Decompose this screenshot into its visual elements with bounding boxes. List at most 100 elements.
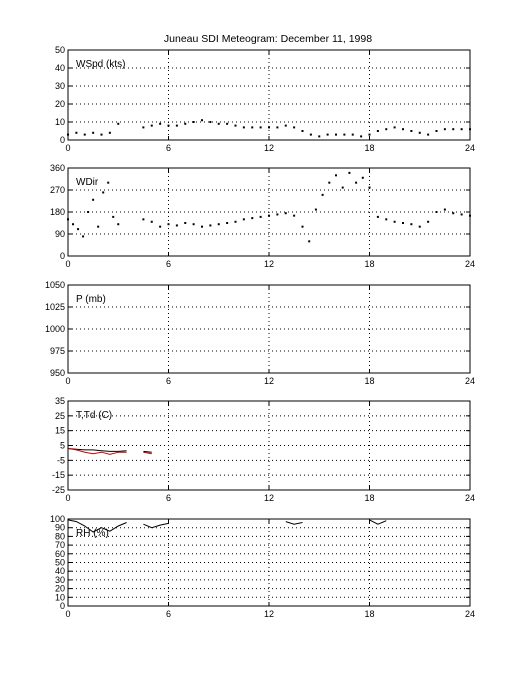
rh-ytick-label: 80 [55, 531, 65, 541]
wspd-data-point [326, 133, 329, 136]
wspd-data-point [368, 133, 371, 136]
wdir-data-point [102, 191, 105, 194]
wspd-data-point [427, 133, 430, 136]
rh-xtick-label: 12 [264, 609, 274, 619]
wdir-series-1 [67, 171, 471, 243]
wdir-data-point [435, 211, 438, 213]
wspd-data-point [443, 128, 446, 131]
wdir-data-point [159, 225, 162, 228]
wdir-data-point [361, 176, 364, 179]
chart-title: Juneau SDI Meteogram: December 11, 1998 [164, 33, 372, 45]
wdir-data-point [72, 223, 75, 226]
wspd-ytick-label: 30 [55, 81, 65, 91]
wdir-data-point [301, 225, 304, 228]
rh-xtick-label: 6 [166, 609, 171, 619]
wspd-xtick-label: 0 [65, 143, 70, 153]
wdir-data-point [427, 220, 430, 223]
wdir-data-point [314, 208, 317, 211]
wdir-data-point [293, 214, 296, 217]
pressure-panel-label: P (mb) [76, 294, 106, 305]
pressure-xtick-label: 24 [465, 376, 475, 386]
wdir-panel: 0 6 12 18 24 0 90 180 270 360 WDir [50, 163, 475, 269]
wspd-data-point [209, 121, 212, 123]
wdir-xtick-label: 12 [264, 259, 274, 269]
wdir-data-point [385, 218, 388, 221]
wdir-data-point [77, 228, 80, 231]
wspd-data-point [192, 121, 195, 123]
wdir-ytick-label: 360 [50, 163, 65, 173]
wspd-data-point [184, 122, 187, 125]
wdir-data-point [348, 171, 351, 174]
wdir-data-point [142, 218, 145, 221]
wspd-data-point [452, 128, 455, 131]
pressure-xtick-label: 0 [65, 376, 70, 386]
wspd-data-point [376, 130, 379, 132]
wdir-data-point [92, 198, 95, 201]
wspd-data-point [201, 119, 203, 122]
pressure-ytick-label: 975 [50, 346, 65, 356]
temp-dew-ytick-label: 5 [60, 441, 65, 451]
wdir-data-point [368, 186, 371, 189]
wspd-data-point [276, 126, 279, 129]
wspd-data-point [343, 133, 346, 136]
wspd-data-point [268, 126, 270, 129]
wdir-data-point [175, 224, 178, 227]
wdir-data-point [268, 214, 270, 217]
wdir-xtick-label: 24 [465, 259, 475, 269]
wspd-xtick-label: 18 [364, 143, 374, 153]
wdir-data-point [284, 212, 287, 215]
wspd-xtick-label: 6 [166, 143, 171, 153]
wspd-data-point [393, 126, 396, 129]
wspd-data-point [410, 130, 413, 132]
wspd-data-point [117, 122, 120, 125]
temp-dew-ytick-label: 35 [55, 396, 65, 406]
wspd-data-point [402, 128, 404, 131]
rh-ytick-label: 10 [55, 592, 65, 602]
temp-dew-ytick-label: 15 [55, 426, 65, 436]
wspd-ytick-label: 0 [60, 135, 65, 145]
pressure-axes-frame [67, 284, 471, 374]
rh-xtick-label: 18 [364, 609, 374, 619]
wdir-data-point [226, 222, 229, 224]
wdir-data-point [410, 223, 413, 226]
wdir-xtick-label: 18 [364, 259, 374, 269]
temp-dew-axes-frame [67, 400, 471, 491]
wspd-data-point [226, 122, 229, 125]
rh-panel-label: RH (%) [76, 528, 109, 539]
rh-ytick-label: 100 [50, 514, 65, 524]
wspd-panel: 0 6 12 18 24 0 10 20 30 40 50 WSpd (kts) [55, 45, 475, 153]
wspd-data-point [167, 124, 170, 127]
wspd-data-point [83, 133, 86, 136]
pressure-ytick-label: 1000 [45, 324, 65, 334]
wspd-axes-frame [67, 49, 471, 141]
wdir-data-point [460, 213, 463, 216]
wdir-data-point [443, 208, 446, 211]
wspd-data-point [435, 130, 438, 132]
wspd-data-point [92, 131, 95, 134]
wdir-ytick-label: 90 [55, 229, 65, 239]
wdir-xtick-label: 0 [65, 259, 70, 269]
wdir-data-point [97, 225, 100, 228]
temp-dew-xtick-label: 12 [264, 493, 274, 503]
wdir-data-point [167, 223, 170, 226]
wdir-data-point [209, 224, 212, 227]
temp-dew-ytick-label: -5 [57, 455, 65, 465]
wdir-data-point [150, 220, 153, 223]
wdir-axes-frame [67, 167, 471, 257]
wspd-ytick-label: 20 [55, 99, 65, 109]
wspd-data-point [309, 133, 312, 136]
wdir-panel-label: WDir [76, 177, 99, 188]
pressure-ytick-label: 1025 [45, 302, 65, 312]
wdir-data-point [112, 215, 115, 218]
temp-dew-panel-label: T,Td (C) [76, 410, 112, 421]
wspd-data-point [351, 133, 354, 136]
wspd-data-point [293, 126, 296, 129]
wdir-ytick-label: 0 [60, 251, 65, 261]
pressure-xtick-label: 12 [264, 376, 274, 386]
wspd-data-point [251, 126, 254, 129]
wspd-data-point [217, 122, 220, 125]
temp-dew-xtick-label: 6 [166, 493, 171, 503]
